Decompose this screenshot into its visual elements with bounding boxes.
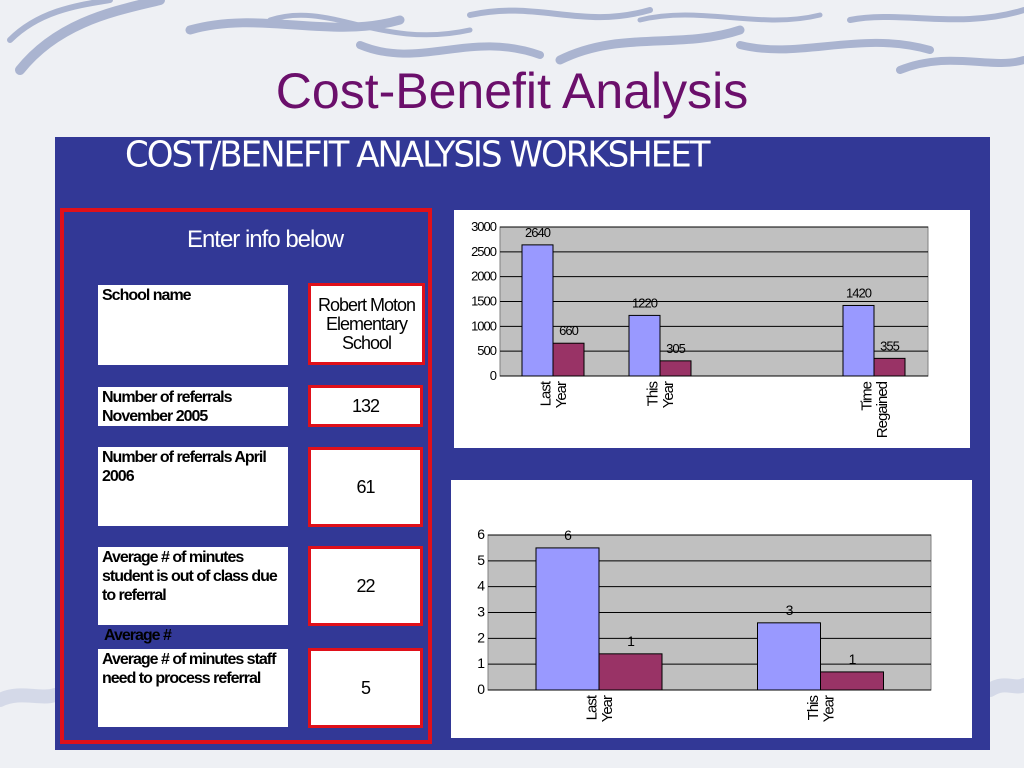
y-tick-label: 2000 [471,269,497,284]
data-label: 1420 [846,285,872,300]
y-tick-label: 6 [477,526,485,542]
input-frame [60,208,432,744]
y-tick-label: 1 [477,655,485,671]
svg-text:Year: Year [553,381,570,408]
staff-minutes-label: Average # of minutes staff need to proce… [98,649,288,727]
referrals-apr-label: Number of referrals April 2006 [98,447,288,526]
y-tick-label: 4 [477,578,485,594]
student-minutes-field[interactable]: 22 [308,546,423,626]
referrals-nov-label: Number of referrals November 2005 [98,387,288,426]
bar [842,304,875,377]
school-name-label: School name [98,285,288,365]
bar [659,360,692,377]
data-label: 1 [849,651,857,667]
referrals-nov-field[interactable]: 132 [308,385,423,427]
svg-text:This: This [805,696,822,721]
bar [757,622,821,691]
school-name-field[interactable]: Robert Moton Elementary School [308,283,425,365]
data-label: 1 [627,633,635,649]
page-title: Cost-Benefit Analysis [275,63,749,119]
svg-text:Time: Time [858,381,875,410]
y-tick-label: 3 [477,604,485,620]
svg-text:Last: Last [583,694,600,720]
referrals-apr-field[interactable]: 61 [308,447,423,527]
worksheet-title: COST/BENEFIT ANALYSIS WORKSHEET [125,134,711,176]
data-label: 1220 [632,295,658,310]
chart-referrals: 0 500 1000 1500 2000 2500 3000 2640 660 Last Year 1… [454,210,970,448]
svg-text:Year: Year [599,695,616,722]
svg-text:This: This [644,382,661,407]
bar [628,314,661,377]
bar [820,671,884,691]
y-tick-label: 1500 [471,294,497,309]
bar [873,357,906,377]
data-label: 6 [564,527,572,543]
data-label: 660 [559,323,578,338]
y-tick-label: 1000 [471,318,497,333]
svg-text:Year: Year [660,381,677,408]
bar [521,244,554,377]
y-tick-label: 0 [477,681,485,697]
form-heading: Enter info below [186,226,344,253]
chart-minutes: 0 1 2 3 4 5 6 6 1 Last Year 3 1 This Year [451,480,972,738]
data-label: 355 [880,338,899,353]
y-tick-label: 0 [490,368,497,383]
bar [552,342,585,377]
data-label: 3 [786,602,794,618]
student-minutes-label: Average # of minutes student is out of c… [98,547,288,625]
y-tick-label: 5 [477,552,485,568]
y-tick-label: 2 [477,629,485,645]
overflow-label: Average # [104,627,172,644]
y-tick-label: 2500 [471,244,497,259]
y-tick-label: 3000 [471,219,497,234]
data-label: 305 [666,341,685,356]
staff-minutes-field[interactable]: 5 [308,648,423,728]
svg-text:Regained: Regained [874,381,891,438]
svg-text:Last: Last [537,380,554,406]
y-tick-label: 500 [477,343,496,358]
bar [535,547,600,691]
data-label: 2640 [525,225,551,240]
svg-text:Year: Year [821,695,838,722]
bar [598,653,663,691]
